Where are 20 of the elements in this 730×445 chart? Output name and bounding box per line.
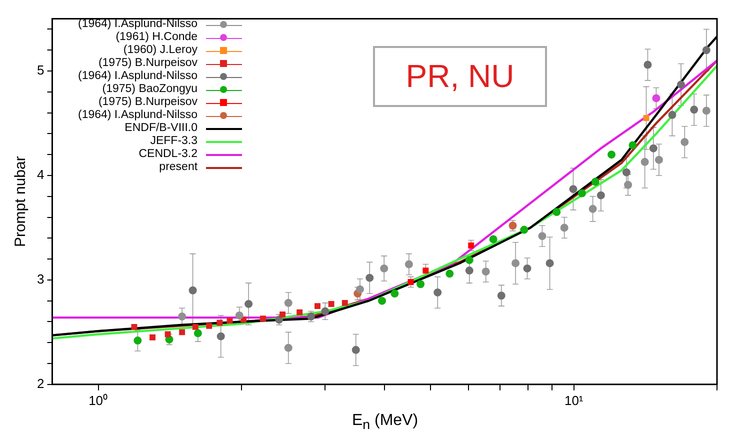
- x-tick-label: 10¹: [564, 392, 584, 408]
- legend-label: CENDL-3.2: [138, 148, 198, 161]
- y-tick-label: 3: [36, 272, 44, 287]
- legend-label: present: [159, 161, 198, 174]
- y-tick-label: 2: [36, 376, 44, 391]
- legend-label: JEFF-3.3: [150, 135, 198, 148]
- y-axis-title: Prompt nubar: [12, 156, 30, 248]
- legend-label: (1975) BaoZongyu: [102, 83, 198, 96]
- x-axis-title: E$_{n}$ (MeV): [350, 412, 420, 434]
- legend-label: (1961) H.Conde: [116, 31, 198, 44]
- legend-label: ENDF/B-VIII.0: [124, 122, 198, 135]
- y-tick-label: 5: [36, 62, 44, 78]
- legend-label: (1964) I.Asplund-Nilsso: [78, 109, 198, 122]
- y-tick-label: 4: [36, 167, 44, 182]
- x-tick-label: 10⁰: [88, 392, 108, 408]
- legend-label: (1975) B.Nurpeisov: [98, 57, 198, 70]
- annotation: PR, NU: [373, 46, 547, 107]
- legend-label: (1975) B.Nurpeisov: [98, 96, 198, 109]
- legend-label: (1964) I.Asplund-Nilsso: [78, 70, 198, 83]
- legend-label: (1960) J.Leroy: [123, 44, 198, 57]
